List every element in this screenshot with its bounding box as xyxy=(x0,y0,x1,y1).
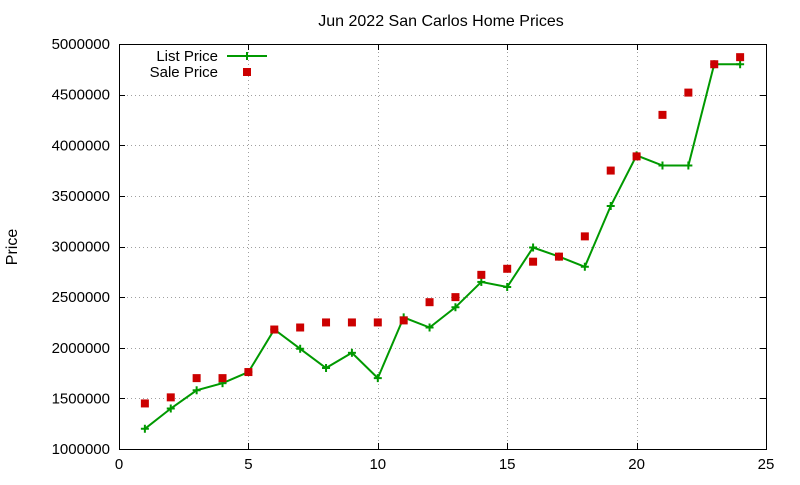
list-price-point xyxy=(503,283,512,291)
legend-plus-marker xyxy=(243,52,251,60)
y-tick-label: 1000000 xyxy=(52,441,110,458)
list-price-point xyxy=(580,262,589,271)
series-sale-price xyxy=(140,53,745,408)
x-tick-label: 20 xyxy=(628,456,645,473)
list-price-point xyxy=(322,364,331,372)
legend-square-marker xyxy=(243,68,251,76)
series-list-price xyxy=(140,60,745,433)
sale-price-point xyxy=(503,264,512,273)
sale-price-point xyxy=(632,152,641,161)
sale-price-point xyxy=(373,318,382,327)
list-price-point xyxy=(140,424,149,433)
list-price-point xyxy=(658,161,667,170)
list-price-point xyxy=(192,386,201,395)
y-tick-label: 5000000 xyxy=(52,36,110,53)
sale-price-point xyxy=(296,323,305,332)
sale-price-point xyxy=(218,374,227,383)
x-tick-label: 10 xyxy=(369,456,386,473)
y-tick-label: 4000000 xyxy=(52,137,110,154)
x-tick-label: 5 xyxy=(244,456,252,473)
list-price-point xyxy=(684,161,693,170)
y-axis-label: Price xyxy=(4,229,21,266)
sale-price-point xyxy=(580,232,589,241)
legend-label: List Price xyxy=(156,48,218,65)
sale-price-point xyxy=(606,166,615,175)
sale-price-point xyxy=(529,257,538,266)
sale-price-point xyxy=(244,368,253,377)
y-tick-label: 4500000 xyxy=(52,87,110,104)
list-price-point xyxy=(451,303,460,312)
list-price-point xyxy=(425,323,434,332)
list-price-point xyxy=(347,348,356,357)
x-tick-label: 25 xyxy=(758,456,775,473)
y-tick-label: 1500000 xyxy=(52,390,110,407)
sale-price-point xyxy=(425,298,434,307)
legend-label: Sale Price xyxy=(150,64,218,81)
sale-price-point xyxy=(684,88,693,97)
list-price-point xyxy=(736,60,745,69)
list-price-point xyxy=(373,374,382,383)
list-price-line xyxy=(144,63,741,430)
chart-title: Jun 2022 San Carlos Home Prices xyxy=(318,13,563,30)
list-price-point xyxy=(166,404,175,413)
list-price-point xyxy=(606,202,615,210)
sale-price-point xyxy=(477,270,486,279)
sale-price-point xyxy=(140,399,149,408)
sale-price-point xyxy=(399,316,408,325)
sale-price-point xyxy=(322,318,331,327)
y-tick-label: 3000000 xyxy=(52,239,110,256)
sale-price-point xyxy=(347,318,356,327)
sale-price-point xyxy=(270,325,279,334)
tick-layer: 0 5 10 15 20 25 1000000 1500000 2000000 2500000 30… xyxy=(52,36,775,473)
y-tick-label: 2500000 xyxy=(52,289,110,306)
x-tick-label: 0 xyxy=(115,456,123,473)
list-price-point xyxy=(477,277,486,286)
sale-price-point xyxy=(658,110,667,119)
y-tick-label: 2000000 xyxy=(52,340,110,357)
sale-price-point xyxy=(192,374,201,383)
x-tick-label: 15 xyxy=(499,456,516,473)
sale-price-point xyxy=(554,252,563,261)
list-price-point xyxy=(296,344,305,353)
sale-price-point xyxy=(736,53,745,62)
sale-price-point xyxy=(710,60,719,69)
sale-price-point xyxy=(451,293,460,302)
sale-price-point xyxy=(166,393,175,402)
series-layer xyxy=(140,53,745,433)
list-price-point xyxy=(529,243,538,252)
y-tick-label: 3500000 xyxy=(52,188,110,205)
grid-layer xyxy=(119,44,766,449)
